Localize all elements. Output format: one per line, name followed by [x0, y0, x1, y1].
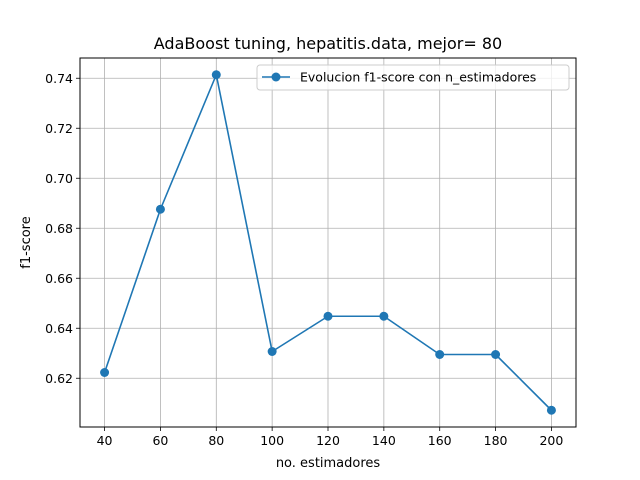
legend-entry-label: Evolucion f1-score con n_estimadores — [300, 70, 536, 85]
x-tick-label: 40 — [97, 433, 113, 448]
data-point — [267, 347, 277, 356]
x-tick-label: 180 — [484, 433, 508, 448]
x-tick-label: 100 — [260, 433, 284, 448]
y-tick-label: 0.72 — [45, 121, 73, 136]
data-point — [379, 311, 389, 321]
x-tick-label: 80 — [208, 433, 224, 448]
legend-box — [256, 64, 570, 91]
x-tick-label: 160 — [428, 433, 452, 448]
data-point — [155, 204, 165, 214]
data-point — [100, 368, 110, 377]
grid — [80, 58, 576, 427]
data-point — [435, 350, 445, 359]
x-tick-label: 120 — [316, 433, 340, 448]
y-tick-label: 0.70 — [45, 171, 73, 186]
x-axis-label: no. estimadores — [276, 456, 381, 471]
x-tick-label: 60 — [152, 433, 168, 448]
chart-title: AdaBoost tuning, hepatitis.data, mejor= … — [154, 34, 502, 53]
series-layer — [100, 70, 556, 415]
data-point — [546, 405, 556, 415]
x-tick-label: 200 — [539, 433, 563, 448]
y-tick-label: 0.64 — [45, 321, 73, 336]
axis-ticks: 40 60 80 100 120 140 160 180 200 0.62 0.64 0.66 0.68… — [45, 71, 563, 448]
y-tick-label: 0.62 — [45, 371, 73, 386]
legend: Evolucion f1-score con n_estimadores — [256, 64, 570, 91]
y-tick-label: 0.66 — [45, 271, 73, 286]
y-axis-label: f1-score — [19, 216, 34, 268]
y-tick-label: 0.74 — [45, 71, 73, 86]
data-point — [211, 70, 221, 80]
data-point — [491, 350, 501, 359]
x-tick-label: 140 — [372, 433, 396, 448]
y-tick-label: 0.68 — [45, 221, 73, 236]
data-point — [323, 311, 333, 321]
legend-marker-swatch — [271, 72, 281, 82]
